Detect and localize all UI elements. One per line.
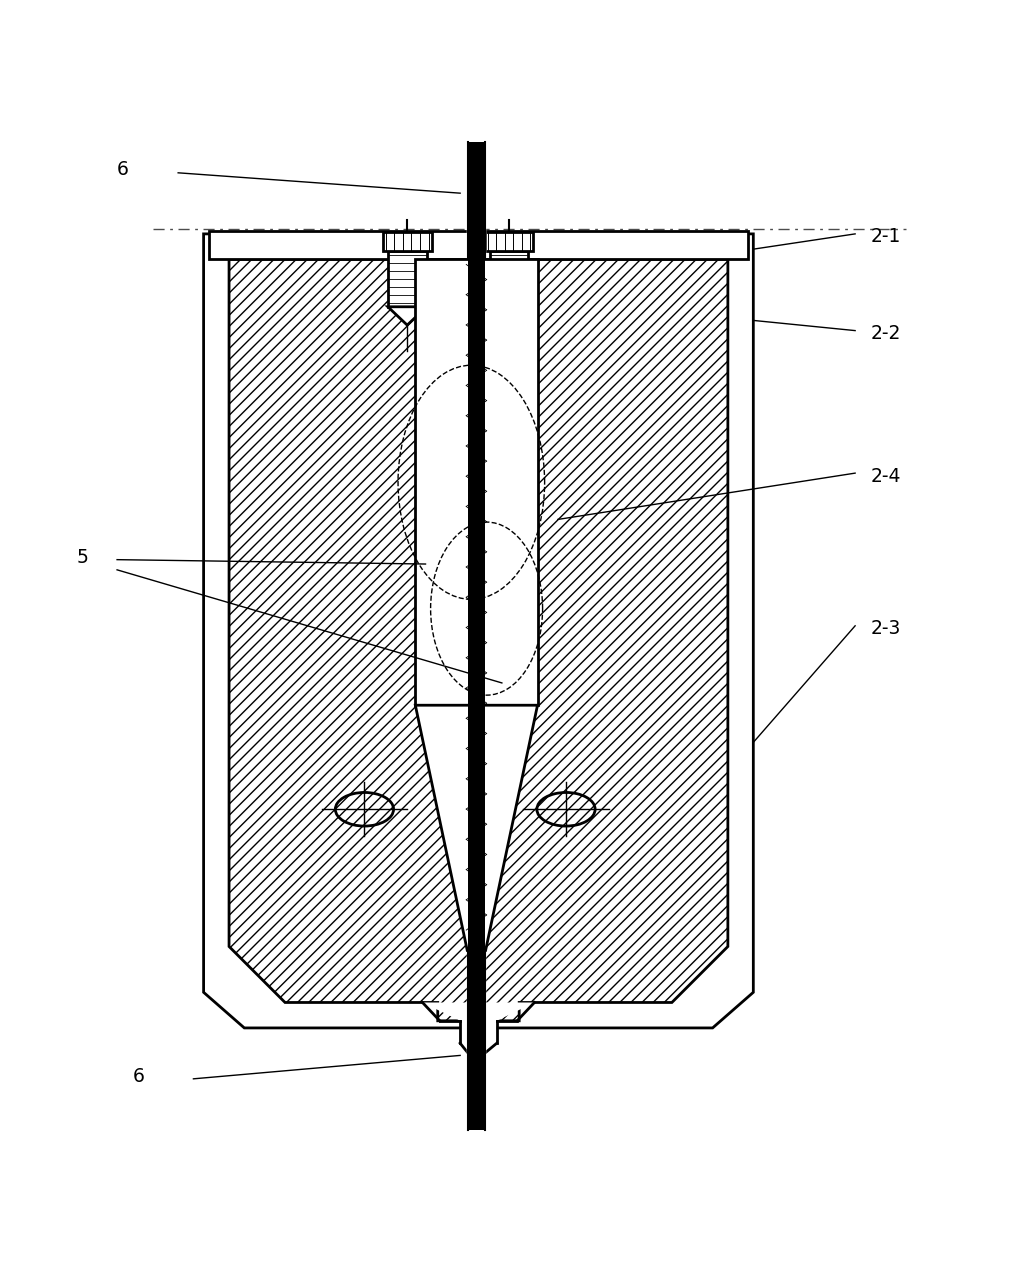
Bar — [388, 251, 427, 307]
Bar — [383, 233, 432, 251]
Bar — [209, 230, 748, 259]
Text: 6: 6 — [132, 1067, 145, 1086]
Polygon shape — [490, 307, 528, 326]
Text: 2-2: 2-2 — [870, 324, 901, 343]
Text: 2-4: 2-4 — [870, 467, 901, 486]
Polygon shape — [229, 259, 728, 1021]
Text: 2-1: 2-1 — [870, 228, 901, 247]
Text: 2-3: 2-3 — [870, 619, 901, 639]
Text: 6: 6 — [117, 160, 129, 179]
Bar — [490, 251, 528, 307]
Bar — [468, 249, 485, 960]
Polygon shape — [422, 1002, 534, 1048]
Bar — [485, 233, 533, 251]
Bar — [415, 259, 538, 705]
Polygon shape — [388, 307, 427, 326]
Polygon shape — [204, 234, 753, 1028]
Text: 5: 5 — [76, 548, 89, 567]
Bar — [468, 142, 485, 1130]
Polygon shape — [415, 705, 538, 950]
